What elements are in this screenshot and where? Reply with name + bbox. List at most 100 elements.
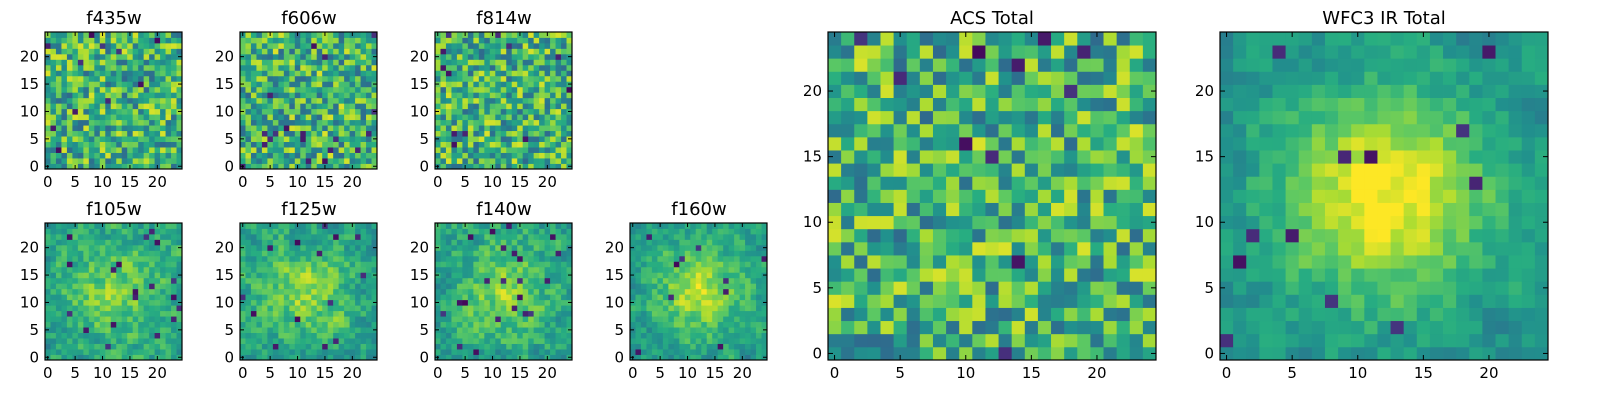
heatmap-cell — [533, 32, 540, 38]
heatmap-cell — [679, 310, 686, 317]
heatmap-cell — [256, 75, 263, 82]
heatmap-cell — [165, 75, 172, 82]
heatmap-cell — [511, 141, 518, 148]
heatmap-cell — [435, 37, 441, 44]
heatmap-cell — [165, 261, 172, 268]
heatmap-cell — [160, 97, 166, 104]
heatmap-cell — [435, 283, 441, 290]
heatmap-cell — [500, 158, 507, 164]
heatmap-cell — [750, 250, 757, 257]
heatmap-cell — [756, 283, 762, 290]
heatmap-cell — [473, 239, 480, 246]
heatmap-cell — [445, 223, 452, 229]
y-tick-label: 20 — [215, 48, 234, 66]
heatmap-cell — [77, 244, 84, 251]
heatmap-cell — [517, 141, 524, 148]
heatmap-cell — [495, 59, 502, 66]
heatmap-cell — [256, 114, 263, 121]
heatmap-cell — [99, 305, 106, 312]
heatmap-cell — [171, 119, 177, 126]
heatmap-cell — [522, 316, 529, 323]
heatmap-cell — [327, 343, 334, 350]
heatmap-cell — [566, 349, 573, 355]
heatmap-cell — [55, 136, 62, 142]
heatmap-cell — [311, 59, 318, 66]
heatmap-cell — [734, 349, 740, 355]
heatmap-cell — [528, 349, 535, 355]
heatmap-cell — [561, 261, 567, 268]
heatmap-cell — [333, 321, 340, 328]
heatmap-cell — [522, 125, 529, 132]
heatmap-cell — [550, 92, 556, 99]
heatmap-cell — [478, 125, 485, 132]
heatmap-cell — [245, 266, 252, 273]
heatmap-cell — [316, 32, 323, 38]
heatmap-cell — [500, 294, 507, 301]
heatmap-cell — [256, 294, 263, 301]
heatmap-cell — [294, 42, 301, 49]
heatmap-cell — [50, 283, 57, 290]
heatmap-cell — [1024, 228, 1039, 243]
heatmap-cell — [522, 283, 529, 290]
heatmap-cell — [305, 130, 312, 137]
heatmap-cell — [489, 233, 496, 240]
heatmap-cell — [544, 125, 551, 132]
heatmap-cell — [138, 277, 145, 284]
heatmap-cell — [171, 305, 177, 312]
heatmap-cell — [511, 119, 518, 126]
heatmap-cell — [250, 147, 257, 153]
heatmap-cell — [127, 147, 134, 153]
heatmap-cell — [662, 250, 669, 257]
heatmap-cell — [138, 130, 145, 137]
heatmap-cell — [94, 338, 101, 344]
heatmap-cell — [327, 316, 334, 323]
heatmap-cell — [511, 59, 518, 66]
heatmap-cell — [316, 321, 323, 328]
heatmap-cell — [959, 268, 973, 282]
heatmap-cell — [506, 327, 513, 333]
heatmap-cell — [149, 70, 155, 77]
heatmap-cell — [456, 244, 463, 251]
heatmap-cell — [99, 53, 106, 60]
heatmap-cell — [110, 158, 117, 164]
heatmap-cell — [1129, 281, 1144, 295]
heatmap-cell — [83, 223, 90, 229]
heatmap-cell — [154, 158, 161, 164]
heatmap-cell — [132, 316, 139, 323]
heatmap-cell — [745, 283, 751, 290]
heatmap-cell — [333, 37, 340, 44]
heatmap-cell — [673, 288, 680, 295]
heatmap-cell — [679, 250, 686, 257]
heatmap-cell — [478, 233, 485, 240]
heatmap-cell — [160, 92, 166, 99]
x-tick-label: 5 — [265, 173, 275, 191]
heatmap-cell — [561, 53, 567, 60]
heatmap-cell — [630, 239, 636, 246]
heatmap-cells — [240, 32, 378, 170]
heatmap-cell — [366, 327, 372, 333]
heatmap-cell — [635, 327, 642, 333]
heatmap-cell — [267, 228, 274, 235]
heatmap-cell — [561, 163, 567, 170]
heatmap-cell — [66, 354, 73, 361]
heatmap-cell — [83, 294, 90, 301]
heatmap-cell — [533, 228, 540, 235]
heatmap-cell — [662, 266, 669, 273]
heatmap-cell — [635, 266, 642, 273]
heatmap-cell — [533, 244, 540, 251]
heatmap-cell — [327, 64, 334, 71]
heatmap-cell — [267, 327, 274, 333]
heatmap-cell — [695, 332, 702, 339]
heatmap-cell — [349, 250, 356, 257]
heatmap-cell — [45, 64, 51, 71]
heatmap-cell — [316, 37, 323, 44]
heatmap-cell — [272, 310, 279, 317]
heatmap-cell — [435, 310, 441, 317]
heatmap-cell — [435, 114, 441, 121]
heatmap-cell — [355, 343, 361, 350]
heatmap-cell — [561, 244, 567, 251]
heatmap-cell — [561, 70, 567, 77]
heatmap-cell — [555, 255, 562, 262]
heatmap-cell — [550, 343, 556, 350]
heatmap-cell — [646, 332, 653, 339]
